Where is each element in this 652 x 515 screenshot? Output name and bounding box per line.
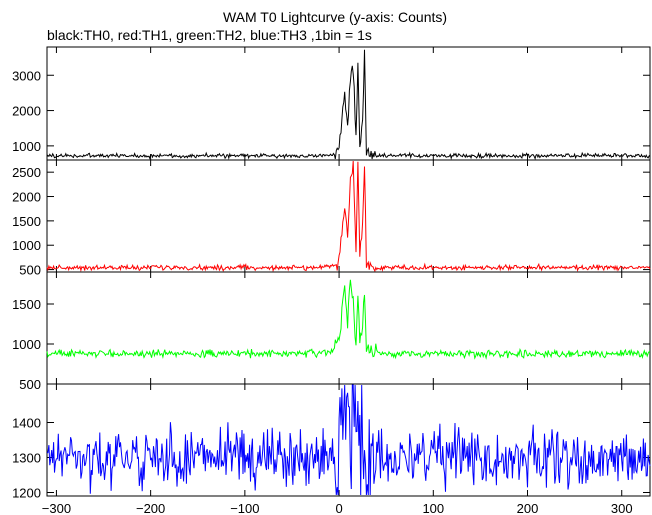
y-tick-label: 2500 <box>12 165 41 180</box>
x-tick-label: 0 <box>335 501 342 515</box>
series-line-th3 <box>47 385 650 495</box>
panel-th3: 1200 1300 1400 <box>12 384 650 501</box>
x-tick-label: 300 <box>611 501 633 515</box>
panel-th2: 500 1000 1500 <box>12 272 650 392</box>
x-tick-label: −200 <box>136 501 165 515</box>
y-tick-label: 1500 <box>12 214 41 229</box>
y-tick-label: 1200 <box>12 486 41 501</box>
series-line-th0 <box>47 50 650 159</box>
y-tick-label: 1000 <box>12 238 41 253</box>
y-tick-label: 2000 <box>12 104 41 119</box>
chart-title: WAM T0 Lightcurve (y-axis: Counts) <box>223 9 447 25</box>
y-tick-label: 1400 <box>12 416 41 431</box>
y-tick-label: 3000 <box>12 68 41 83</box>
x-tick-label: −100 <box>230 501 259 515</box>
panel-frame <box>47 272 650 384</box>
y-tick-label: 1300 <box>12 451 41 466</box>
y-tick-label: 1000 <box>12 139 41 154</box>
x-tick-label: −300 <box>42 501 71 515</box>
x-axis: −300 −200 −100 0 100 200 300 <box>42 501 633 515</box>
panels-layer: 1000 2000 3000 500 1000 1500 2000 2500 500 1000 15… <box>12 47 650 501</box>
x-tick-label: 200 <box>517 501 539 515</box>
y-tick-label: 1500 <box>12 297 41 312</box>
y-tick-label: 500 <box>19 263 41 278</box>
x-tick-label: 100 <box>422 501 444 515</box>
y-tick-label: 500 <box>19 377 41 392</box>
series-line-th2 <box>47 280 650 358</box>
panel-th0: 1000 2000 3000 <box>12 47 650 160</box>
chart-subtitle: black:TH0, red:TH1, green:TH2, blue:TH3 … <box>47 27 372 43</box>
y-tick-label: 1000 <box>12 337 41 352</box>
series-line-th1 <box>47 161 650 271</box>
y-tick-label: 2000 <box>12 190 41 205</box>
panel-th1: 500 1000 1500 2000 2500 <box>12 160 650 278</box>
